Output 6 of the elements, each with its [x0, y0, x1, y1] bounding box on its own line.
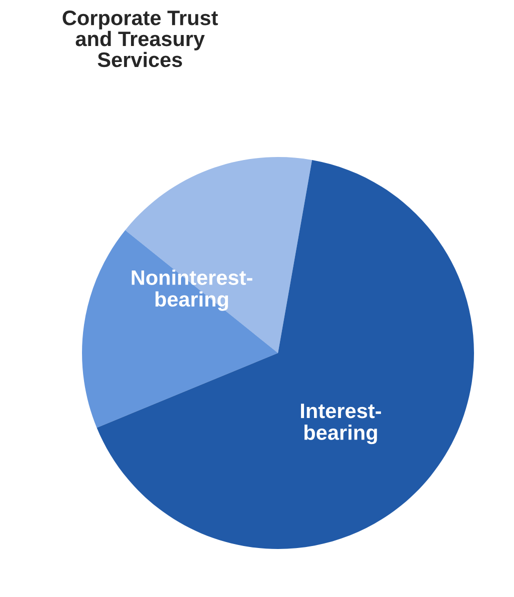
slice-label: Interest- bearing [301, 404, 381, 444]
chart-title: Corporate Trust and Treasury Services [62, 10, 218, 68]
pie-slice [96, 160, 474, 549]
pie-slice [125, 157, 312, 353]
slice-label: Noninterest- bearing [132, 270, 252, 311]
pie-slice [82, 230, 278, 428]
